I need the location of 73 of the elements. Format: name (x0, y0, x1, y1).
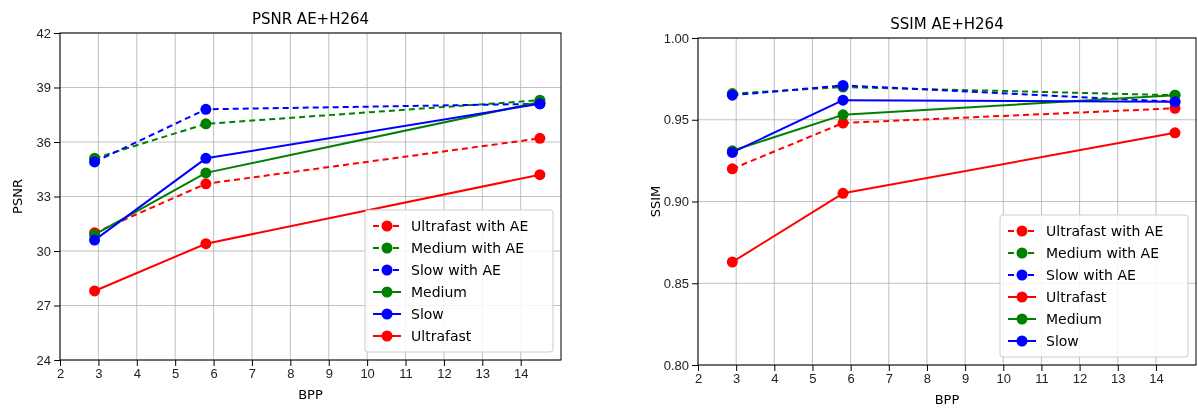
legend-label: Ultrafast with AE (411, 218, 529, 234)
point (200, 238, 212, 250)
x-tick-label: 10 (360, 366, 375, 382)
x-tick-label: 11 (1035, 371, 1049, 387)
y-axis-title: PSNR (10, 179, 25, 214)
point (200, 152, 212, 164)
y-tick-label: 0.85 (663, 275, 689, 291)
legend-label: Slow with AE (1046, 267, 1136, 283)
x-axis-title: BPP (298, 387, 323, 402)
legend-label: Medium (411, 284, 467, 300)
legend-label: Medium with AE (411, 240, 525, 256)
x-tick-label: 14 (513, 366, 529, 382)
x-tick-label: 10 (996, 371, 1012, 387)
x-tick-label: 5 (809, 371, 817, 387)
point (200, 167, 212, 179)
y-tick-label: 0.95 (663, 112, 689, 128)
x-tick-label: 13 (1111, 371, 1126, 387)
y-tick-label: 30 (36, 243, 51, 259)
x-tick-label: 12 (1072, 371, 1088, 387)
y-tick-label: 1.00 (663, 30, 689, 46)
y-tick-label: 33 (36, 189, 51, 205)
x-tick-label: 3 (95, 366, 103, 382)
point (89, 285, 101, 297)
legend-label: Ultrafast (411, 328, 472, 344)
x-tick-label: 6 (210, 366, 218, 382)
point (534, 169, 546, 181)
y-axis-title: SSIM (648, 185, 663, 218)
x-tick-label: 13 (475, 366, 491, 382)
x-tick-label: 5 (172, 366, 180, 382)
x-tick-label: 4 (771, 371, 779, 387)
point (89, 156, 101, 168)
x-tick-label: 7 (885, 371, 893, 387)
legend-label: Medium with AE (1046, 245, 1160, 261)
point (726, 163, 738, 175)
x-tick-label: 9 (962, 371, 970, 387)
chart-title: SSIM AE+H264 (890, 15, 1004, 33)
x-tick-label: 11 (399, 366, 413, 382)
point (726, 256, 738, 268)
point (1169, 127, 1181, 139)
point (837, 187, 849, 199)
point (200, 103, 212, 115)
x-tick-label: 7 (248, 366, 257, 382)
x-axis-title: BPP (934, 392, 960, 407)
y-tick-label: 36 (36, 134, 51, 150)
x-tick-label: 3 (733, 371, 741, 387)
y-tick-label: 27 (36, 298, 51, 314)
x-tick-label: 8 (923, 371, 932, 387)
x-tick-label: 8 (287, 366, 295, 382)
chart-title: PSNR AE+H264 (251, 10, 370, 28)
x-tick-label: 2 (56, 366, 65, 382)
point (837, 94, 849, 106)
legend-label: Ultrafast (1046, 289, 1107, 305)
x-tick-label: 12 (437, 366, 452, 382)
point (837, 109, 849, 121)
y-tick-label: 42 (36, 25, 51, 41)
legend-label: Ultrafast with AE (1046, 223, 1164, 239)
y-tick-label: 0.80 (663, 357, 689, 373)
legend-label: Slow (411, 306, 444, 322)
x-tick-label: 9 (325, 366, 333, 382)
x-tick-label: 4 (133, 366, 141, 382)
x-tick-label: 14 (1149, 371, 1164, 387)
legend-label: Slow with AE (411, 262, 501, 278)
x-tick-label: 6 (847, 371, 855, 387)
y-tick-label: 24 (36, 352, 51, 368)
y-tick-label: 0.90 (663, 194, 689, 210)
point (200, 118, 212, 130)
x-tick-label: 2 (694, 371, 703, 387)
point (200, 178, 212, 190)
legend-label: Medium (1046, 311, 1102, 327)
y-tick-label: 39 (36, 80, 51, 96)
point (89, 234, 101, 246)
point (534, 132, 546, 144)
legend-label: Slow (1046, 333, 1079, 349)
